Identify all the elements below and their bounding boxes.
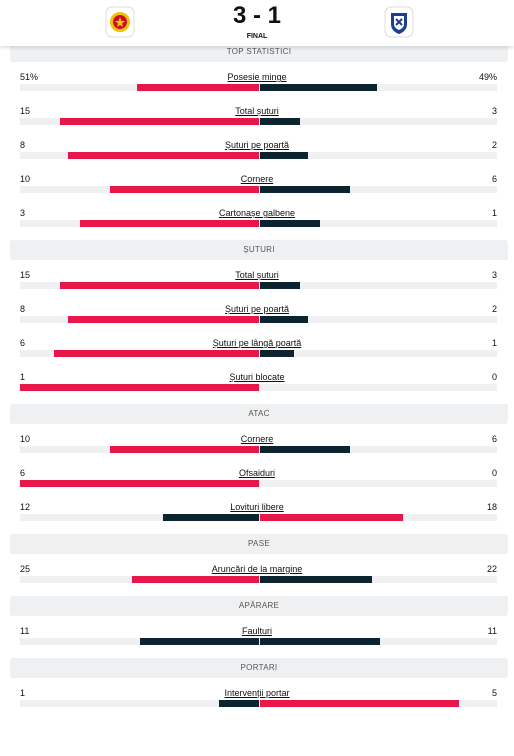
stat-label: Cornere bbox=[240, 434, 274, 444]
home-value: 6 bbox=[20, 468, 26, 478]
home-value: 8 bbox=[20, 140, 26, 150]
home-value: 15 bbox=[20, 106, 31, 116]
home-value: 51% bbox=[20, 72, 39, 82]
away-bar bbox=[260, 220, 320, 227]
home-value: 8 bbox=[20, 304, 26, 314]
stat-label: Posesie minge bbox=[227, 72, 287, 82]
away-logo bbox=[384, 6, 414, 38]
stat-label: Aruncări de la margine bbox=[211, 564, 303, 574]
away-bar bbox=[260, 576, 372, 583]
home-bar bbox=[109, 186, 259, 193]
away-bar bbox=[260, 514, 404, 521]
away-bar bbox=[260, 700, 460, 707]
home-bar bbox=[79, 220, 259, 227]
home-bar bbox=[163, 514, 259, 521]
away-value: 2 bbox=[491, 140, 497, 150]
stat-label: Cornere bbox=[240, 174, 274, 184]
home-value: 15 bbox=[20, 270, 31, 280]
away-value: 2 bbox=[491, 304, 497, 314]
away-bar bbox=[260, 152, 308, 159]
home-bar bbox=[67, 316, 259, 323]
home-bar bbox=[109, 446, 259, 453]
home-bar bbox=[20, 480, 259, 487]
home-value: 10 bbox=[20, 434, 31, 444]
away-value: 11 bbox=[487, 626, 497, 636]
away-value: 0 bbox=[491, 372, 497, 382]
away-bar bbox=[260, 186, 350, 193]
home-bar bbox=[131, 576, 259, 583]
stat-label: Șuturi blocate bbox=[229, 372, 285, 382]
home-value: 25 bbox=[20, 564, 31, 574]
away-value: 22 bbox=[486, 564, 497, 574]
score: 3 - 1 bbox=[232, 2, 282, 29]
match-header: 3 - 1 FINAL bbox=[0, 0, 514, 46]
section-header: APĂRARE bbox=[10, 596, 508, 616]
away-value: 3 bbox=[491, 106, 497, 116]
away-value: 3 bbox=[491, 270, 497, 280]
away-bar bbox=[260, 84, 378, 91]
away-bar bbox=[260, 350, 295, 357]
stat-label: Șuturi pe lângă poartă bbox=[212, 338, 302, 348]
home-value: 6 bbox=[20, 338, 26, 348]
stat-label: Intervenții portar bbox=[224, 688, 290, 698]
away-value: 5 bbox=[491, 688, 497, 698]
section-header: PASE bbox=[10, 534, 508, 554]
home-bar bbox=[137, 84, 259, 91]
away-bar bbox=[260, 446, 350, 453]
home-logo bbox=[105, 6, 135, 38]
home-value: 10 bbox=[20, 174, 31, 184]
section-header: TOP STATISTICI bbox=[10, 42, 508, 62]
stat-label: Ofsaiduri bbox=[238, 468, 275, 478]
stat-label: Total șuturi bbox=[235, 106, 279, 116]
away-value: 1 bbox=[491, 338, 497, 348]
away-value: 6 bbox=[491, 434, 497, 444]
section-header: ȘUTURI bbox=[10, 240, 508, 260]
away-value: 49% bbox=[478, 72, 497, 82]
home-value: 3 bbox=[20, 208, 26, 218]
home-bar bbox=[20, 384, 259, 391]
stat-label: Lovituri libere bbox=[230, 502, 284, 512]
stat-label: Faulturi bbox=[241, 626, 272, 636]
away-value: 0 bbox=[491, 468, 497, 478]
home-value: 1 bbox=[20, 688, 26, 698]
home-bar bbox=[59, 282, 259, 289]
away-bar bbox=[260, 118, 300, 125]
away-bar bbox=[260, 638, 380, 645]
home-bar bbox=[219, 700, 259, 707]
section-header: ATAC bbox=[10, 404, 508, 424]
home-value: 12 bbox=[20, 502, 31, 512]
home-bar bbox=[54, 350, 259, 357]
home-bar bbox=[59, 118, 259, 125]
away-value: 18 bbox=[486, 502, 497, 512]
home-bar bbox=[67, 152, 259, 159]
away-value: 6 bbox=[491, 174, 497, 184]
home-value: 11 bbox=[20, 626, 30, 636]
match-status: FINAL bbox=[246, 33, 268, 40]
home-bar bbox=[139, 638, 259, 645]
stat-label: Total șuturi bbox=[235, 270, 279, 280]
stat-label: Șuturi pe poartă bbox=[224, 304, 290, 314]
stat-label: Șuturi pe poartă bbox=[224, 140, 290, 150]
stat-label: Cartonașe galbene bbox=[218, 208, 296, 218]
home-value: 1 bbox=[20, 372, 26, 382]
away-value: 1 bbox=[491, 208, 497, 218]
section-header: PORTARI bbox=[10, 658, 508, 678]
away-bar bbox=[260, 282, 300, 289]
away-bar bbox=[260, 316, 308, 323]
